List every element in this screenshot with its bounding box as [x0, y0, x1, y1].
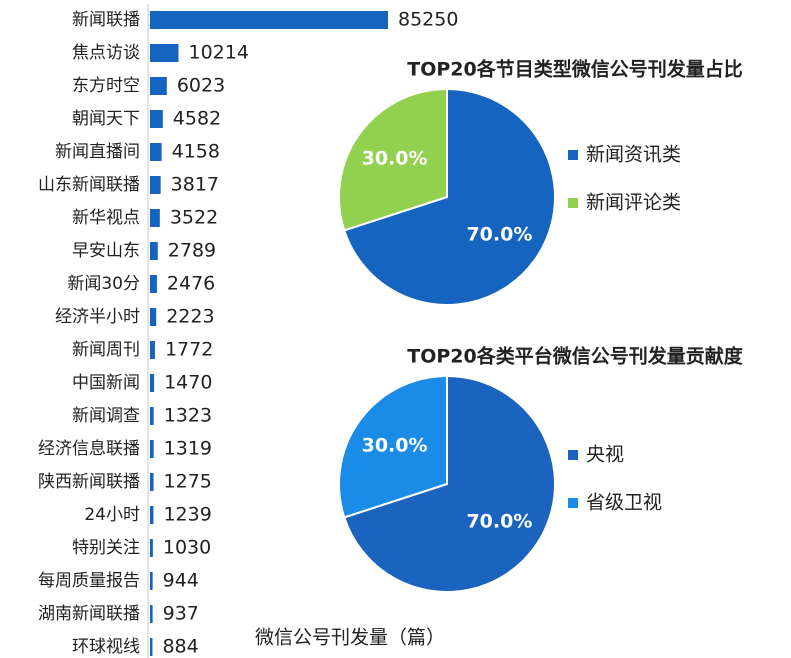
y-tick-label: 经济半小时: [55, 307, 140, 327]
bar: [150, 275, 157, 293]
bar: [150, 308, 157, 326]
y-tick-label: 新闻调查: [72, 406, 140, 426]
bar: [150, 506, 154, 524]
y-tick-label: 早安山东: [72, 241, 140, 261]
y-tick-label: 每周质量报告: [38, 571, 140, 591]
value-label: 3522: [170, 207, 218, 229]
y-tick-label: 新闻联播: [72, 10, 140, 30]
value-label: 4582: [173, 108, 221, 130]
value-label: 2789: [168, 240, 216, 262]
y-tick-label: 新闻周刊: [72, 340, 140, 360]
legend-label: 省级卫视: [586, 492, 662, 514]
bar: [150, 44, 179, 62]
bar: [150, 242, 158, 260]
y-tick-label: 朝闻天下: [72, 109, 140, 129]
y-tick-label: 新闻30分: [67, 274, 140, 294]
value-label: 4158: [172, 141, 220, 163]
value-label: 3817: [171, 174, 219, 196]
slice-label: 30.0%: [362, 147, 428, 169]
y-tick-label: 经济信息联播: [38, 439, 140, 459]
bar: [150, 143, 162, 161]
y-tick-label: 山东新闻联播: [38, 175, 140, 195]
value-label: 1239: [163, 504, 211, 526]
y-tick-label: 湖南新闻联播: [38, 604, 140, 624]
pie-slice: [338, 374, 448, 519]
slice-label: 70.0%: [466, 511, 532, 533]
legend-label: 央视: [586, 444, 624, 466]
value-label: 1319: [164, 438, 212, 460]
pie-title: TOP20各节目类型微信公号刊发量占比: [407, 58, 742, 81]
y-tick-label: 中国新闻: [72, 373, 140, 393]
bar: [150, 341, 155, 359]
y-tick-label: 新闻直播间: [55, 142, 140, 162]
bar: [150, 209, 160, 227]
bar: [150, 11, 388, 29]
bar: [150, 473, 154, 491]
legend-swatch: [568, 150, 578, 160]
slice-label: 30.0%: [362, 434, 428, 456]
y-tick-label: 24小时: [84, 505, 140, 525]
bar: [150, 374, 155, 392]
legend-swatch: [568, 198, 578, 208]
bar: [150, 110, 163, 128]
y-tick-label: 东方时空: [72, 76, 140, 96]
legend-swatch: [568, 498, 578, 508]
y-tick-label: 特别关注: [72, 538, 140, 558]
value-label: 1772: [165, 339, 213, 361]
value-label: 1030: [163, 537, 211, 559]
pie-slice: [343, 374, 556, 593]
pie-slice: [343, 87, 556, 306]
bar: [150, 638, 153, 656]
value-label: 10214: [189, 42, 249, 64]
pie-slice: [338, 87, 448, 232]
y-tick-label: 新华视点: [72, 208, 140, 228]
value-label: 1323: [164, 405, 212, 427]
y-tick-label: 环球视线: [72, 637, 140, 657]
bar: [150, 407, 154, 425]
value-label: 2223: [166, 306, 214, 328]
legend-label: 新闻资讯类: [586, 144, 681, 166]
bar: [150, 605, 153, 623]
value-label: 1470: [164, 372, 212, 394]
value-label: 937: [163, 603, 199, 625]
legend-label: 新闻评论类: [586, 192, 681, 214]
value-label: 944: [163, 570, 199, 592]
legend-swatch: [568, 450, 578, 460]
y-tick-label: 焦点访谈: [72, 43, 140, 63]
value-label: 2476: [167, 273, 215, 295]
value-label: 884: [162, 636, 198, 658]
bar: [150, 176, 161, 194]
slice-label: 70.0%: [466, 224, 532, 246]
bar: [150, 77, 167, 95]
bar: [150, 539, 153, 557]
value-label: 85250: [398, 9, 458, 31]
value-label: 6023: [177, 75, 225, 97]
bar: [150, 440, 154, 458]
value-label: 1275: [164, 471, 212, 493]
x-axis-label: 微信公号刊发量（篇）: [255, 627, 445, 649]
pie-title: TOP20各类平台微信公号刊发量贡献度: [407, 345, 743, 368]
y-tick-label: 陕西新闻联播: [38, 472, 140, 492]
bar: [150, 572, 153, 590]
